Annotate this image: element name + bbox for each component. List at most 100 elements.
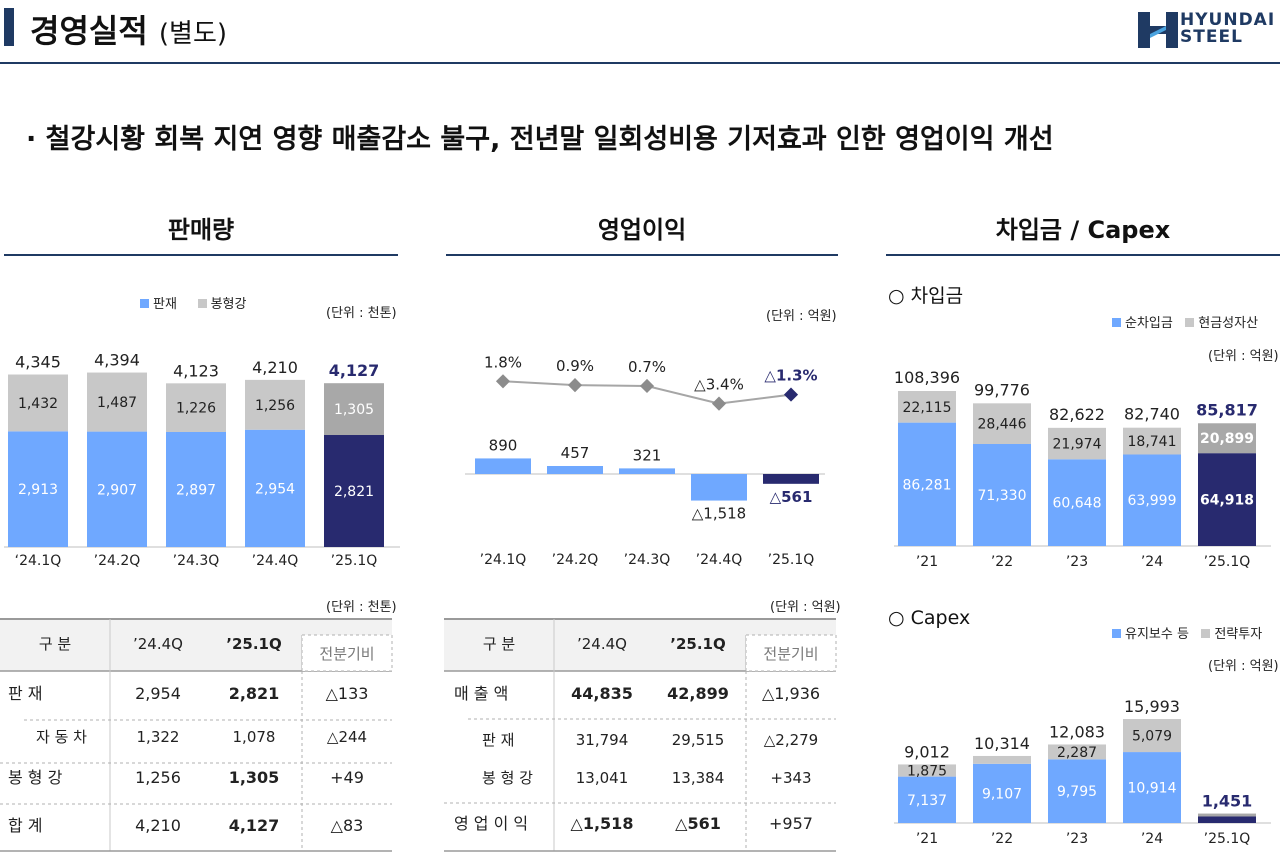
table-cell-1-3: △244	[327, 728, 367, 746]
bar-전략투자-2	[1048, 744, 1106, 760]
profit-section-rule	[446, 254, 838, 256]
bar-판재-3	[245, 429, 305, 547]
bar-봉형강-0	[8, 374, 68, 432]
margin-ratio-point-0	[495, 374, 511, 389]
bar-봉형강-4	[324, 383, 384, 436]
table-cell-3-2: △561	[675, 814, 721, 833]
profit-chart: 890 ’24.1Q 457 ’24.2Q 321 ’24.3Q △1,518 ’24.4Q △…	[465, 353, 825, 568]
table-cell-0-2: 2,821	[229, 684, 280, 703]
bar-label-4: 2,821	[334, 484, 374, 500]
bar-label-top-3: 1,256	[255, 398, 295, 414]
sales-chart: 2,913 1,432 4,345 ‘24.1Q 2,907 1,487 4,394 ’24.…	[4, 351, 400, 569]
total-label-1: 99,776	[974, 380, 1030, 399]
total-label-0: 9,012	[904, 742, 950, 761]
legend-swatch-blue	[140, 299, 149, 308]
sales-legend-2: 봉형강	[210, 297, 247, 312]
sales-legend: 판재 봉형강	[140, 293, 246, 312]
bar-현금성자산-2	[1048, 427, 1106, 460]
bar-순차입금-1	[973, 443, 1031, 546]
title-accent-bar	[4, 8, 14, 46]
margin-ratio-point-3	[711, 396, 727, 411]
bar-label-2: 2,897	[176, 482, 216, 498]
bar-label-1: 9,107	[982, 786, 1022, 802]
bar-유지보수 등-2	[1048, 759, 1106, 823]
table-cell-3-2: 4,127	[229, 816, 280, 835]
category-label-4: ’25.1Q	[1204, 831, 1251, 847]
bar-전략투자-4	[1198, 813, 1256, 817]
total-label-2: 82,622	[1049, 405, 1105, 424]
table-cell-0-3: △1,936	[762, 684, 820, 703]
bar-봉형강-3	[245, 379, 305, 430]
sales-legend-1: 판재	[153, 297, 177, 312]
table-cell-2-0: 봉 형 강	[482, 769, 533, 787]
legend-swatch-gray	[1185, 318, 1195, 327]
bar-label-2: 9,795	[1057, 784, 1097, 800]
bar-label-top-4: 1,305	[334, 402, 374, 418]
capex-subheading: ○ Capex	[888, 607, 971, 629]
category-label-1: ’24.2Q	[552, 552, 599, 568]
table-header-3: 전분기비	[763, 645, 818, 663]
total-label-2: 12,083	[1049, 722, 1105, 741]
table-cell-3-3: △83	[331, 816, 364, 835]
page-title: 경영실적 (별도)	[30, 6, 227, 52]
category-label-3: ’24.4Q	[252, 553, 299, 569]
category-label-3: ’24	[1141, 831, 1163, 847]
table-cell-1-1: 31,794	[576, 731, 629, 749]
page-title-sub: (별도)	[158, 19, 228, 49]
hyundai-steel-logo	[1136, 10, 1276, 50]
total-label-4: 85,817	[1196, 400, 1258, 419]
profit-value-label-1: 457	[561, 444, 590, 462]
total-label-3: 4,210	[252, 358, 298, 377]
profit-bar-1	[547, 466, 603, 474]
bar-순차입금-0	[898, 422, 956, 546]
sales-table-unit: (단위 : 천톤)	[326, 600, 397, 615]
legend-swatch-gray	[197, 299, 207, 308]
category-label-0: ’21	[916, 554, 938, 570]
total-label-4: 4,127	[329, 361, 380, 380]
sales-section-title: 판매량	[167, 216, 235, 244]
table-header-1: ’24.4Q	[577, 635, 627, 653]
bar-순차입금-3	[1123, 454, 1181, 546]
table-cell-2-1: 1,256	[135, 768, 181, 787]
table-delta-header-box	[745, 634, 837, 672]
total-label-0: 108,396	[894, 368, 960, 387]
bar-label-2: 60,648	[1053, 496, 1102, 512]
table-header-2: ’25.1Q	[226, 635, 281, 653]
table-cell-2-3: +343	[770, 769, 811, 787]
bar-순차입금-4	[1198, 453, 1256, 546]
headline: · 철강시황 회복 지연 영향 매출감소 불구, 전년말 일회성비용 기저효과 …	[26, 124, 1054, 155]
bar-label-0: 7,137	[907, 793, 947, 809]
legend-swatch-gray	[1201, 629, 1211, 638]
total-label-2: 4,123	[173, 361, 219, 380]
bar-판재-0	[8, 431, 68, 547]
category-label-1: ’24.2Q	[94, 553, 141, 569]
debt-section-rule	[886, 254, 1280, 256]
table-cell-0-2: 42,899	[667, 684, 729, 703]
category-label-2: ’24.3Q	[173, 553, 220, 569]
total-label-3: 15,993	[1124, 697, 1180, 716]
category-label-0: ’24.1Q	[480, 552, 527, 568]
bar-현금성자산-3	[1123, 427, 1181, 455]
table-cell-2-1: 13,041	[576, 769, 629, 787]
bar-label-top-0: 22,115	[903, 400, 952, 416]
bar-판재-1	[87, 431, 147, 547]
bar-유지보수 등-1	[973, 763, 1031, 823]
table-cell-2-2: 1,305	[229, 768, 280, 787]
total-label-0: 4,345	[15, 353, 61, 372]
table-cell-0-0: 판 재	[8, 684, 43, 703]
table-cell-3-1: △1,518	[571, 814, 634, 833]
bar-label-top-2: 2,287	[1057, 745, 1097, 761]
bar-label-top-1: 28,446	[978, 417, 1027, 433]
table-cell-2-0: 봉 형 강	[8, 768, 63, 787]
bar-전략투자-1	[973, 755, 1031, 764]
bar-현금성자산-4	[1198, 423, 1256, 454]
debt-legend-1: 순차입금	[1125, 316, 1173, 331]
sales-section-rule	[4, 254, 398, 256]
category-label-0: ‘24.1Q	[15, 553, 62, 569]
debt-chart-unit: (단위 : 억원)	[1208, 349, 1279, 364]
bar-label-top-1: 1,487	[97, 395, 137, 411]
margin-ratio-label-4: △1.3%	[764, 367, 817, 385]
table-cell-2-2: 13,384	[672, 769, 725, 787]
category-label-2: ’23	[1066, 554, 1088, 570]
margin-ratio-point-4	[783, 387, 799, 402]
